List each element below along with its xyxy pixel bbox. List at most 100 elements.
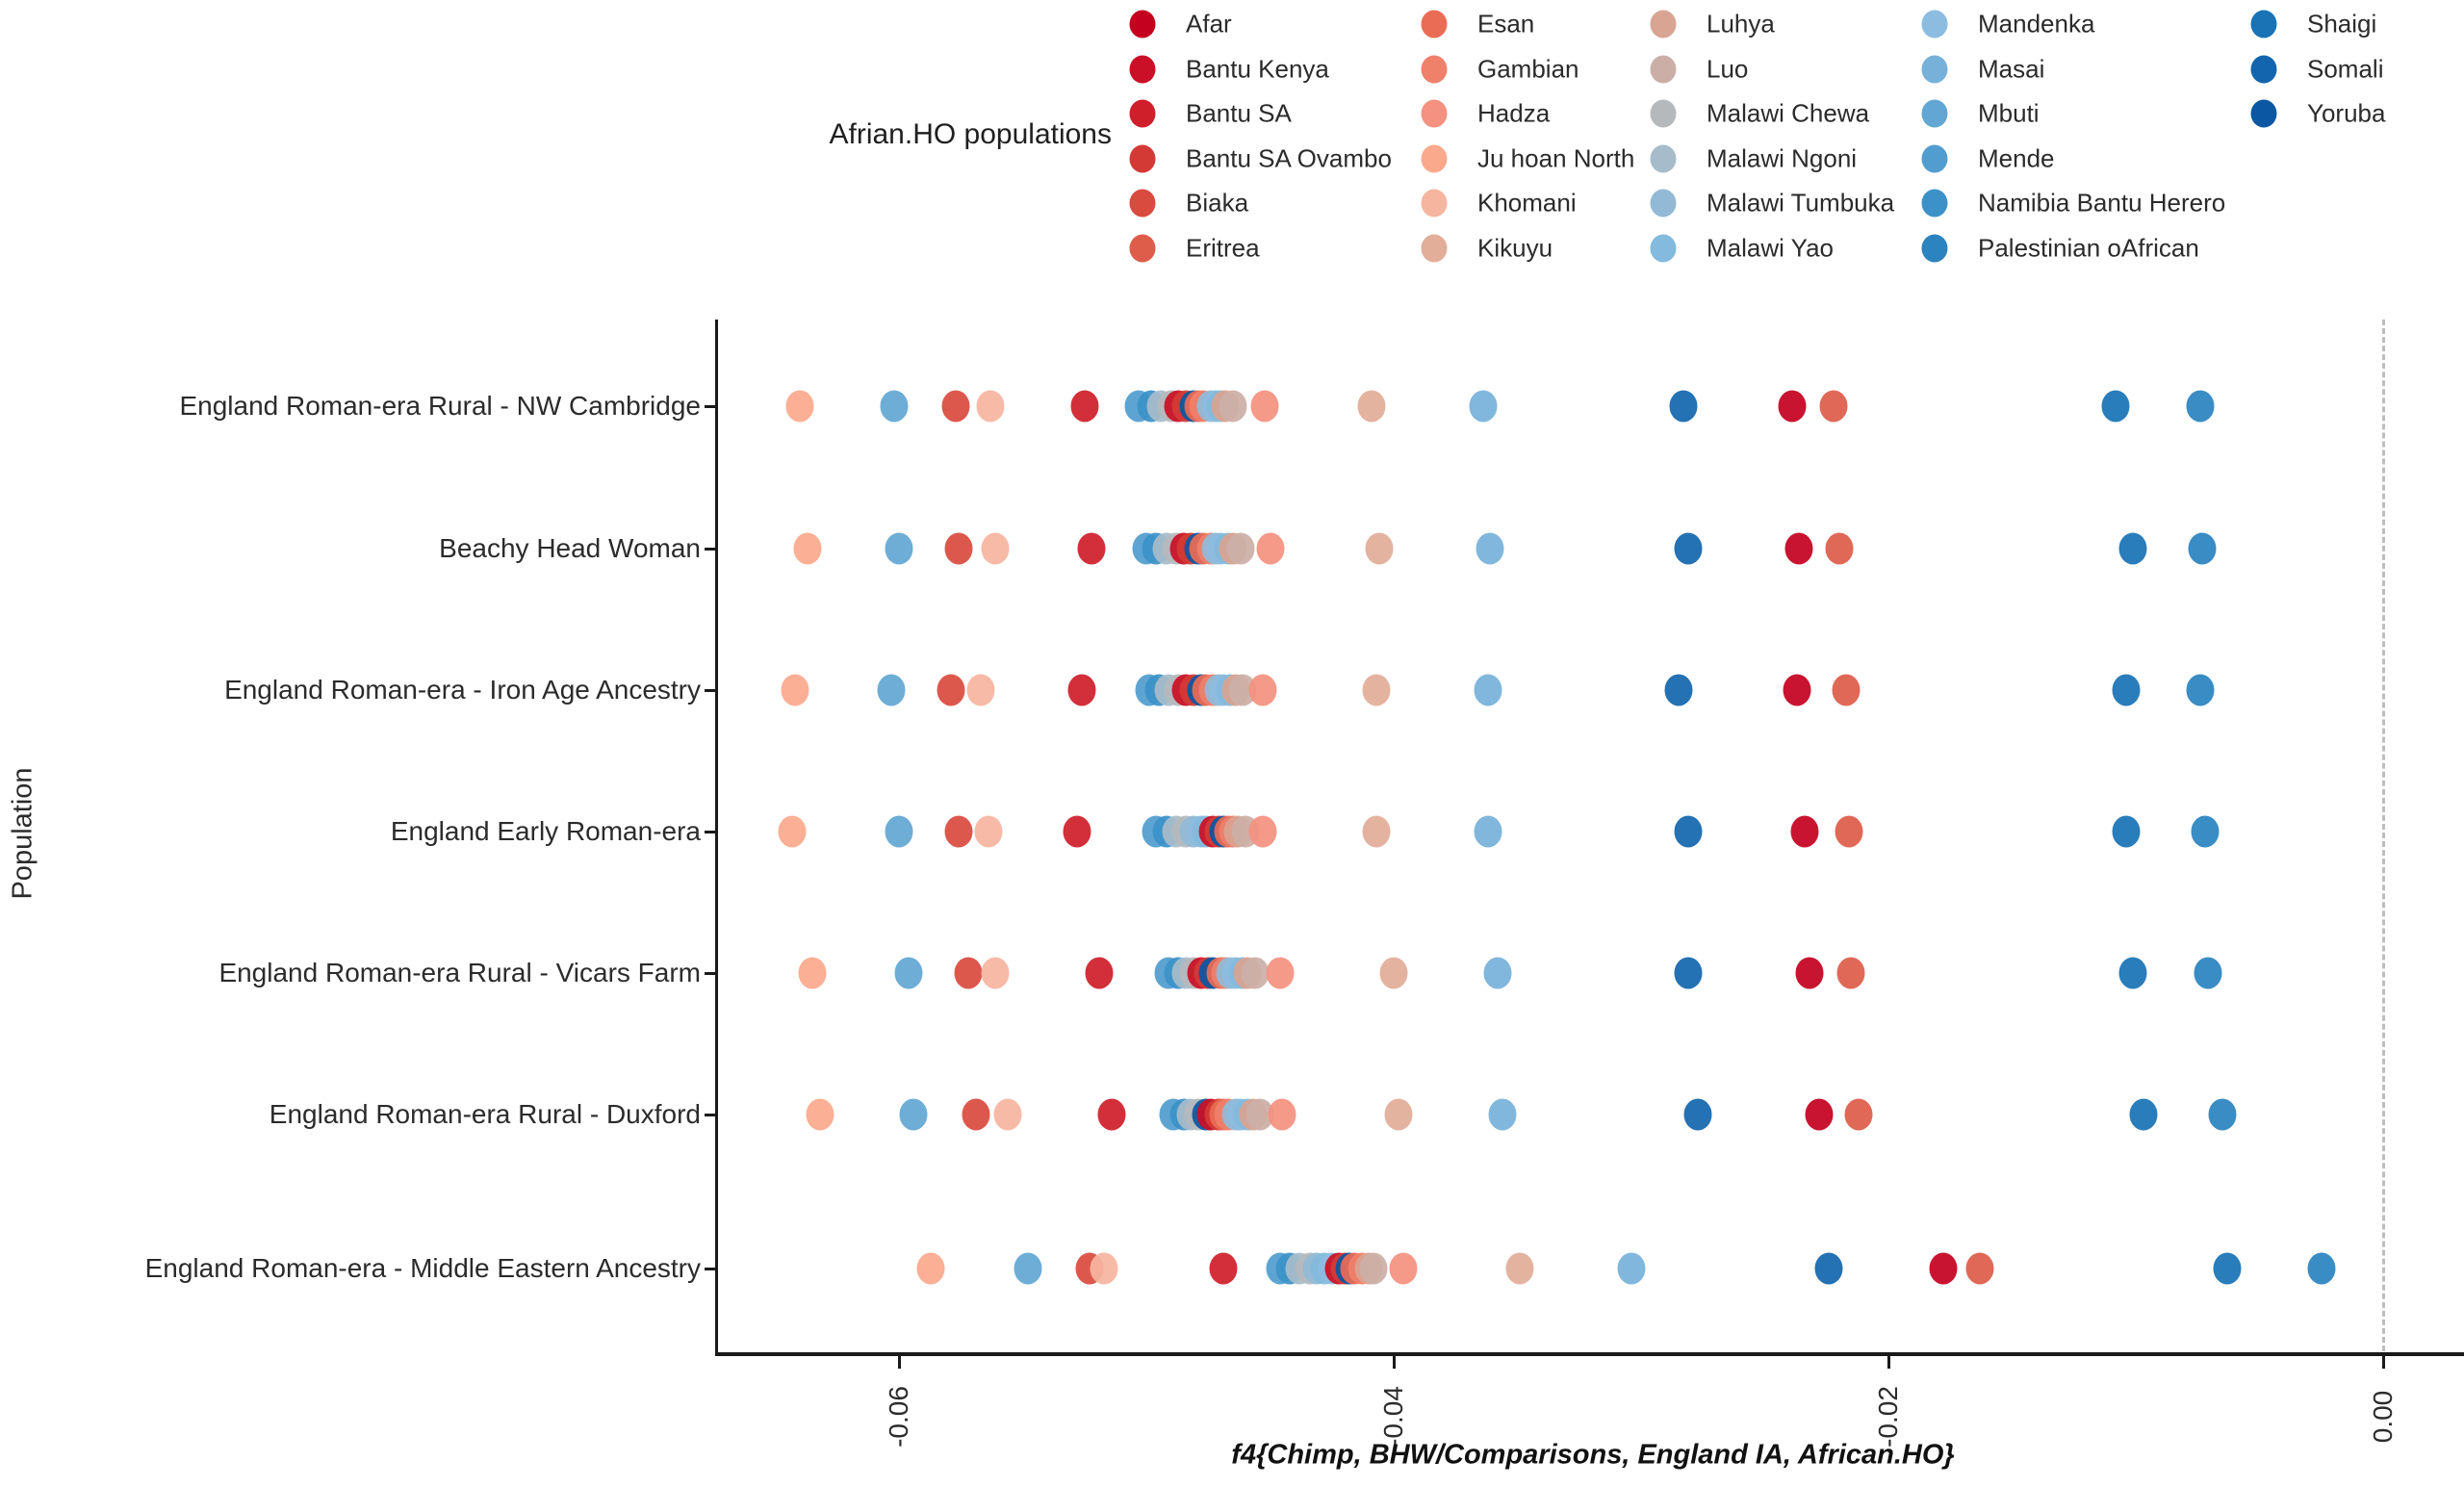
- data-point: [899, 1098, 928, 1131]
- legend-label: Malawi Ngoni: [1707, 143, 1858, 172]
- data-point: [1674, 815, 1703, 848]
- data-point: [2208, 1098, 2237, 1131]
- y-axis-title: Population: [7, 767, 38, 900]
- legend-label: Afar: [1186, 9, 1232, 38]
- data-point: [981, 532, 1010, 565]
- legend-swatch: [1421, 55, 1448, 83]
- data-point: [1683, 1098, 1712, 1131]
- legend-label: Bantu SA: [1186, 98, 1292, 128]
- legend-swatch: [1921, 144, 1948, 172]
- x-axis-title: f4{Chimp, BHW/Comparisons, England IA, A…: [1231, 1439, 1955, 1471]
- legend-swatch: [1650, 99, 1677, 128]
- legend-label: Eritrea: [1186, 233, 1260, 262]
- legend-swatch: [2250, 99, 2277, 128]
- legend-swatch: [2250, 55, 2277, 83]
- legend-swatch: [1421, 144, 1448, 172]
- legend-label: Palestinian oAfrican: [1978, 233, 2199, 262]
- data-point: [2129, 1098, 2158, 1131]
- data-point: [798, 957, 827, 989]
- data-point: [781, 674, 809, 706]
- legend-label: Esan: [1477, 9, 1535, 38]
- data-point: [894, 957, 923, 989]
- data-point: [1250, 390, 1279, 423]
- data-point: [944, 532, 973, 565]
- data-point: [1241, 957, 1270, 989]
- data-point: [937, 674, 965, 706]
- data-point: [2186, 674, 2215, 706]
- data-point: [1248, 674, 1277, 706]
- data-point: [2112, 815, 2141, 848]
- data-point: [1476, 532, 1504, 565]
- data-point: [1469, 390, 1498, 423]
- data-point: [1814, 1252, 1843, 1285]
- legend-swatch: [1129, 144, 1156, 172]
- legend-swatch: [1921, 55, 1948, 83]
- y-tick-mark: [705, 688, 715, 692]
- data-point: [1505, 1252, 1534, 1285]
- legend-label: Mbuti: [1978, 98, 2040, 128]
- y-tick-label: England Roman-era Rural - NW Cambridge: [179, 391, 701, 421]
- data-point: [1674, 532, 1703, 565]
- data-point: [1359, 1252, 1388, 1285]
- data-point: [1669, 390, 1698, 423]
- legend-swatch: [1421, 10, 1448, 38]
- data-point: [1219, 390, 1247, 423]
- y-tick-mark: [705, 1267, 715, 1270]
- data-point: [1835, 815, 1863, 848]
- data-point: [2112, 674, 2141, 706]
- data-point: [1268, 1098, 1296, 1131]
- data-point: [2118, 957, 2147, 989]
- data-point: [1795, 957, 1824, 989]
- data-point: [1357, 390, 1386, 423]
- data-point: [1090, 1252, 1118, 1285]
- data-point: [2213, 1252, 2242, 1285]
- data-point: [1488, 1098, 1517, 1131]
- legend-label: Ju hoan North: [1477, 143, 1635, 172]
- zero-reference-line: [2382, 320, 2385, 1351]
- data-point: [2191, 815, 2220, 848]
- data-point: [976, 390, 1005, 423]
- legend-swatch: [1650, 10, 1677, 38]
- data-point: [916, 1252, 945, 1285]
- legend-label: Namibia Bantu Herero: [1978, 188, 2226, 218]
- legend-swatch: [1650, 55, 1677, 83]
- data-point: [2101, 390, 2130, 423]
- legend-label: Mandenka: [1978, 9, 2095, 38]
- data-point: [885, 815, 913, 848]
- legend-label: Malawi Yao: [1707, 233, 1834, 262]
- legend-swatch: [1921, 10, 1948, 38]
- legend-label: Biaka: [1186, 188, 1249, 218]
- legend-label: Somali: [2307, 54, 2384, 83]
- data-point: [1362, 674, 1391, 706]
- data-point: [1389, 1252, 1418, 1285]
- data-point: [1778, 390, 1807, 423]
- data-point: [1077, 532, 1106, 565]
- legend-label: Gambian: [1477, 54, 1579, 83]
- data-point: [1384, 1098, 1413, 1131]
- data-point: [993, 1098, 1022, 1131]
- y-tick-mark: [705, 404, 715, 408]
- data-point: [2194, 957, 2222, 989]
- data-point: [1063, 815, 1091, 848]
- data-point: [1929, 1252, 1958, 1285]
- data-point: [1783, 674, 1811, 706]
- data-point: [1226, 532, 1255, 565]
- data-point: [1483, 957, 1512, 989]
- data-point: [793, 532, 822, 565]
- y-tick-mark: [705, 971, 715, 975]
- legend-swatch: [1421, 234, 1448, 262]
- y-tick-mark: [705, 1113, 715, 1116]
- y-tick-label: England Roman-era - Iron Age Ancestry: [224, 675, 701, 705]
- legend-swatch: [1421, 99, 1448, 128]
- data-point: [954, 957, 983, 989]
- data-point: [2186, 390, 2215, 423]
- legend-swatch: [1129, 10, 1156, 38]
- data-point: [880, 390, 909, 423]
- legend-swatch: [1129, 234, 1156, 262]
- legend-label: Hadza: [1477, 98, 1551, 128]
- legend-label: Luo: [1707, 54, 1749, 83]
- data-point: [1790, 815, 1819, 848]
- data-point: [1474, 815, 1502, 848]
- data-point: [1819, 390, 1848, 423]
- data-point: [778, 815, 807, 848]
